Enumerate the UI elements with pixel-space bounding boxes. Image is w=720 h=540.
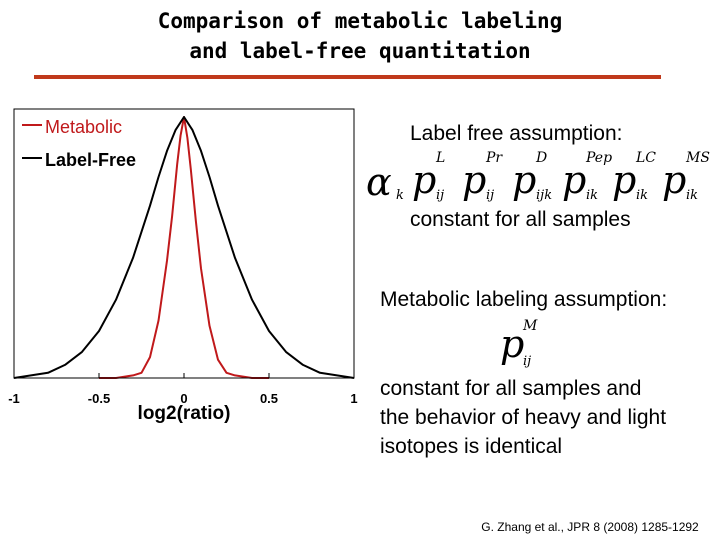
x-tick-label: 1 [350, 391, 357, 406]
term-subscript: ijk [536, 188, 553, 203]
term-superscript: D [536, 150, 548, 166]
term-superscript: L [436, 150, 446, 166]
term-superscript: Pep [586, 150, 613, 166]
x-tick-label: 0 [180, 391, 187, 406]
x-axis-label: log2(ratio) [138, 403, 231, 424]
title-line-2: and label-free quantitation [189, 39, 531, 63]
title-underline [34, 75, 661, 79]
term-subscript: ij [436, 188, 445, 203]
x-tick-label: -0.5 [88, 391, 110, 406]
alpha-subscript: k [396, 188, 404, 203]
x-tick-label: -1 [8, 391, 20, 406]
metabolic-text: constant for all samples and the behavio… [380, 374, 666, 461]
term-superscript: Pr [486, 150, 503, 166]
p-symbol: p [562, 158, 587, 202]
p-symbol: p [412, 158, 437, 202]
p-symbol: p [662, 158, 687, 202]
metabolic-text-line: isotopes is identical [380, 435, 563, 458]
series-line-label-free [13, 116, 355, 379]
legend-label: Label-Free [45, 150, 136, 170]
metabolic-heading: Metabolic labeling assumption: [380, 288, 668, 311]
alpha-symbol: α [366, 160, 392, 204]
term-subscript: ik [686, 188, 699, 203]
term-subscript: ik [636, 188, 649, 203]
p-symbol: p [612, 158, 637, 202]
term-subscript: ij [486, 188, 495, 203]
p-superscript: M [523, 318, 538, 334]
metabolic-text-line: constant for all samples and [380, 377, 642, 400]
term-superscript: MS [686, 150, 710, 166]
ratio-distribution-chart: -1 -0.5 0 0.5 1 log2(ratio) Metabolic Label-Fr… [8, 108, 358, 424]
label-free-heading: Label free assumption: [410, 122, 623, 145]
metabolic-formula: p M ij [500, 318, 560, 369]
p-symbol: p [462, 158, 487, 202]
label-free-text: constant for all samples [410, 208, 631, 231]
term-superscript: LC [636, 150, 657, 166]
slide-title: Comparison of metabolic labeling and lab… [0, 6, 720, 66]
p-subscript: ij [523, 354, 532, 369]
x-tick-label: 0.5 [260, 391, 278, 406]
metabolic-text-line: the behavior of heavy and light [380, 406, 667, 429]
citation: G. Zhang et al., JPR 8 (2008) 1285-1292 [481, 520, 699, 534]
title-line-1: Comparison of metabolic labeling [157, 9, 563, 33]
p-symbol: p [512, 158, 537, 202]
term-subscript: ik [586, 188, 599, 203]
legend-label: Metabolic [45, 117, 122, 137]
p-symbol: p [500, 322, 525, 366]
